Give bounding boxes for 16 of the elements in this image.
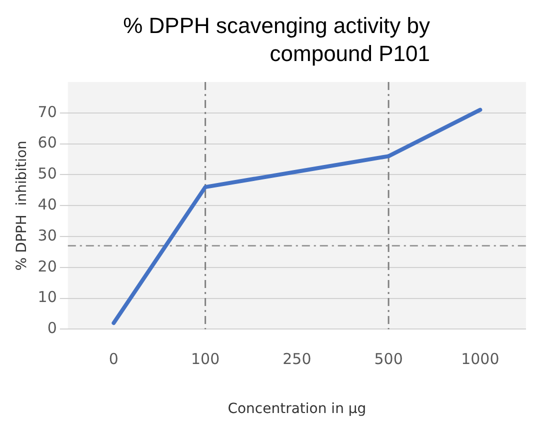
chart-title: % DPPH scavenging activity by compound P101	[122, 12, 430, 68]
x-tick-label: 100	[191, 350, 220, 368]
x-tick-label: 500	[374, 350, 403, 368]
x-tick-label: 250	[282, 350, 312, 368]
y-axis-title: % DPPH inhibition	[14, 140, 30, 271]
y-tick-label: 10	[38, 288, 57, 306]
y-tick-label: 50	[38, 164, 57, 183]
y-tick-label: 40	[38, 195, 57, 214]
x-axis-title: Concentration in µg	[228, 401, 366, 418]
y-tick-label: 60	[38, 134, 57, 152]
y-tick-label: 30	[38, 226, 57, 244]
x-tick-label: 0	[108, 350, 118, 368]
y-tick-label: 0	[47, 319, 57, 338]
x-tick-label: 1000	[461, 350, 500, 368]
y-tick-label: 70	[38, 102, 57, 121]
y-tick-label: 20	[38, 257, 57, 276]
